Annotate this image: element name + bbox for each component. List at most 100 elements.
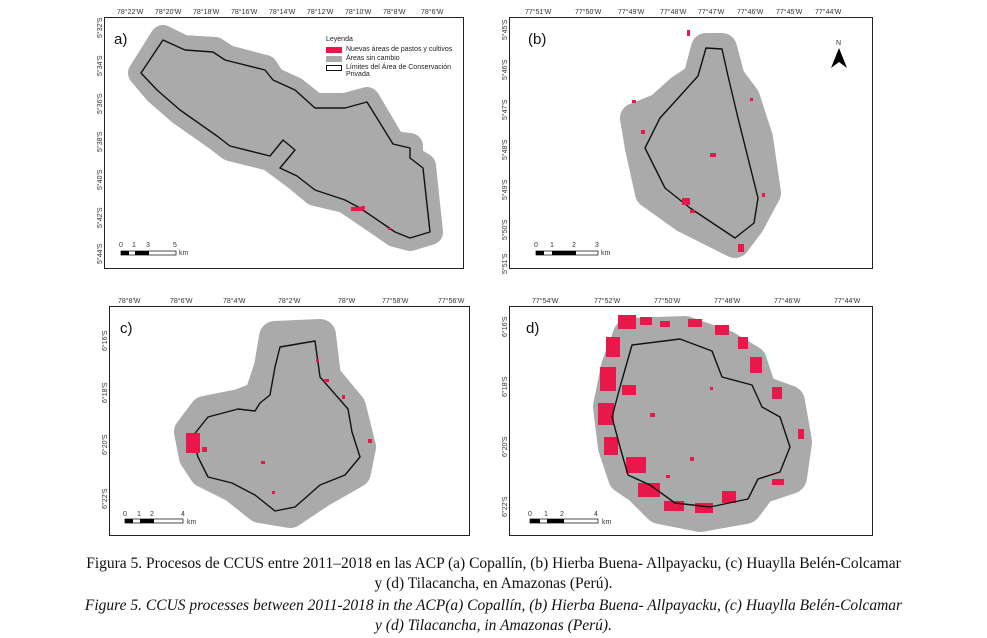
map-c-left-tick: 6°16'S — [101, 330, 109, 351]
map-d-left-tick: 6°16'S — [501, 316, 509, 337]
change-patch — [202, 447, 207, 452]
map-b-buffer-area — [620, 33, 781, 258]
panel-d-label: d) — [526, 320, 540, 337]
map-c-change-patches — [186, 359, 372, 494]
map-d-top-tick: 77°46'W — [774, 297, 801, 305]
map-a-left-tick: 5°34'S — [96, 55, 104, 76]
map-a-change-patches — [351, 206, 391, 230]
change-patch — [640, 317, 652, 325]
scale-tick: 3 — [595, 242, 599, 249]
change-patch — [388, 228, 391, 230]
map-c-top-tick: 78°6'W — [170, 297, 193, 305]
map-legend: Leyenda Nuevas áreas de pastos y cultivo… — [326, 36, 461, 78]
change-patch — [666, 475, 670, 478]
scale-tick: 1 — [544, 511, 548, 518]
map-c-left-tick: 6°22'S — [101, 488, 109, 509]
map-panel-c: 78°8'W 78°6'W 78°4'W 78°2'W 78°W 77°58'W… — [101, 297, 470, 536]
panel-c-label: c) — [120, 320, 133, 337]
map-b-left-tick: 5°51'S — [501, 253, 509, 274]
scale-unit: km — [602, 519, 612, 526]
scale-tick: 1 — [137, 511, 141, 518]
map-b-top-tick: 77°48'W — [660, 8, 687, 16]
scale-tick: 1 — [132, 242, 136, 249]
change-patch — [750, 357, 762, 373]
north-label: N — [836, 40, 841, 47]
map-a-top-tick: 78°12'W — [307, 8, 334, 16]
change-patch — [622, 385, 636, 395]
map-a-scale-bar: 0 1 3 5 km — [119, 242, 189, 257]
scale-tick: 2 — [560, 511, 564, 518]
scale-tick: 2 — [572, 242, 576, 249]
caption-en-line2: y (d) Tilacancha, in Amazonas (Perú). — [375, 617, 612, 634]
scale-tick: 5 — [173, 242, 177, 249]
map-b-left-tick: 5°46'S — [501, 59, 509, 80]
map-a-left-tick: 5°36'S — [96, 93, 104, 114]
map-b-top-tick: 77°44'W — [815, 8, 842, 16]
scale-tick: 0 — [123, 511, 127, 518]
map-b-top-tick: 77°51'W — [525, 8, 552, 16]
map-b-top-tick: 77°45'W — [776, 8, 803, 16]
change-patch — [688, 319, 702, 327]
map-panel-b: 77°51'W 77°50'W 77°49'W 77°48'W 77°47'W … — [501, 8, 873, 274]
map-b-change-patches — [632, 30, 765, 252]
change-patch — [750, 98, 753, 101]
map-b-top-tick: 77°50'W — [575, 8, 602, 16]
map-panel-a: 78°22'W 78°20'W 78°18'W 78°16'W 78°14'W … — [96, 8, 464, 269]
legend-label: Áreas sin cambio — [346, 55, 400, 62]
scale-tick: 3 — [146, 242, 150, 249]
map-c-left-ticks: 6°16'S 6°18'S 6°20'S 6°22'S — [101, 330, 109, 509]
map-d-boundary — [611, 338, 791, 508]
map-b-top-tick: 77°47'W — [698, 8, 725, 16]
change-patch — [710, 153, 716, 157]
scale-unit: km — [187, 519, 197, 526]
legend-label: Límites del Área de Conservación Privada — [346, 64, 452, 78]
map-a-left-tick: 5°40'S — [96, 169, 104, 190]
map-c-top-ticks: 78°8'W 78°6'W 78°4'W 78°2'W 78°W 77°58'W… — [118, 297, 465, 305]
map-a-top-tick: 78°18'W — [193, 8, 220, 16]
map-d-top-tick: 77°44'W — [834, 297, 861, 305]
map-c-scale-bar: 0 1 2 4 km — [123, 511, 197, 526]
change-patch — [638, 483, 660, 497]
legend-swatch-nochange — [326, 56, 342, 62]
change-patch — [722, 491, 736, 503]
change-patch — [715, 325, 729, 335]
map-a-top-tick: 78°10'W — [345, 8, 372, 16]
change-patch — [650, 413, 655, 417]
change-patch — [641, 130, 645, 134]
change-patch — [618, 315, 636, 329]
scale-tick: 0 — [528, 511, 532, 518]
scale-tick: 4 — [594, 511, 598, 518]
change-patch — [664, 501, 684, 511]
map-d-top-ticks: 77°54'W 77°52'W 77°50'W 77°48'W 77°46'W … — [532, 297, 861, 305]
change-patch — [186, 433, 200, 453]
map-a-top-tick: 78°6'W — [421, 8, 444, 16]
map-a-left-tick: 5°32'S — [96, 17, 104, 38]
change-patch — [316, 359, 319, 362]
legend-item-nochange: Áreas sin cambio — [326, 55, 461, 62]
change-patch — [361, 206, 365, 209]
legend-item-change: Nuevas áreas de pastos y cultivos — [326, 46, 461, 53]
map-a-left-ticks: 5°32'S 5°34'S 5°36'S 5°38'S 5°40'S 5°42'… — [96, 17, 104, 264]
map-c-canvas: 78°8'W 78°6'W 78°4'W 78°2'W 78°W 77°58'W… — [101, 297, 465, 528]
change-patch — [351, 207, 363, 211]
change-patch — [762, 193, 765, 197]
caption-en-line1: Figure 5. CCUS processes between 2011-20… — [84, 597, 903, 614]
change-patch — [660, 321, 670, 327]
change-patch — [626, 457, 646, 473]
map-c-top-tick: 78°4'W — [223, 297, 246, 305]
legend-item-boundary: Límites del Área de Conservación Privada — [326, 64, 461, 78]
map-a-left-tick: 5°38'S — [96, 131, 104, 152]
change-patch — [738, 337, 748, 349]
scale-tick: 0 — [119, 242, 123, 249]
map-a-buffer-area — [128, 25, 443, 251]
map-d-change-patches — [598, 315, 804, 513]
map-a-top-tick: 78°16'W — [231, 8, 258, 16]
map-d-top-tick: 77°50'W — [654, 297, 681, 305]
change-patch — [690, 210, 695, 213]
legend-label: Nuevas áreas de pastos y cultivos — [346, 46, 453, 53]
map-a-top-tick: 78°22'W — [117, 8, 144, 16]
map-d-buffer-area — [593, 316, 812, 532]
map-c-top-tick: 78°W — [338, 297, 356, 305]
map-d-scale-bar: 0 1 2 4 km — [528, 511, 612, 526]
scale-tick: 4 — [181, 511, 185, 518]
